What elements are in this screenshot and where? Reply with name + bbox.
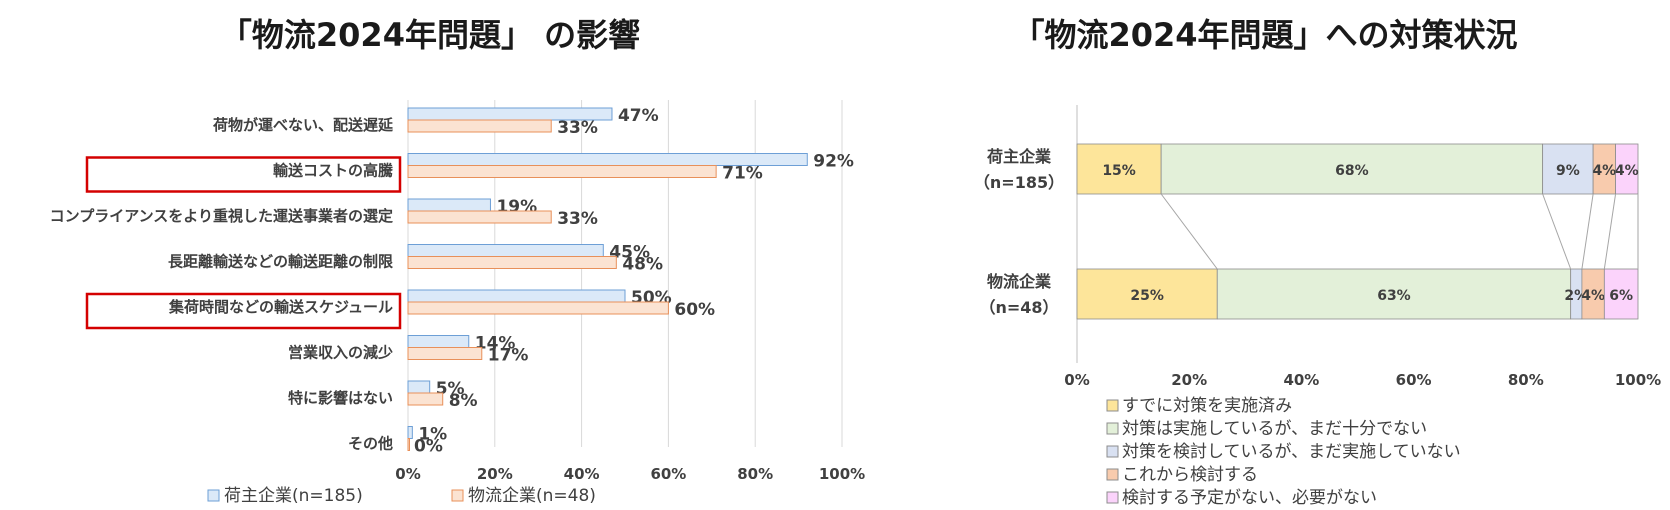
bar-shipper <box>407 198 491 212</box>
segment-value-label: 63% <box>1377 288 1411 304</box>
category-label: 輸送コストの高騰 <box>273 162 394 180</box>
segment-value-label: 68% <box>1335 163 1369 179</box>
legend-label: 対策は実施しているが、まだ十分でない <box>1122 419 1427 439</box>
bar-logistics <box>407 210 552 224</box>
x-tick-label: 80% <box>737 465 773 483</box>
category-label: その他 <box>348 435 393 453</box>
segment-value-label: 4% <box>1592 163 1616 179</box>
x-tick-label: 0% <box>395 465 420 483</box>
bar-shipper <box>407 380 431 394</box>
x-tick-label: 100% <box>1615 371 1661 389</box>
series-connector-line <box>1603 193 1617 270</box>
stacked-segment <box>1216 268 1572 320</box>
x-tick-label: 80% <box>1508 371 1544 389</box>
group-label: 荷主企業 <box>987 147 1052 166</box>
bar-value-label: 8% <box>449 391 478 411</box>
x-tick-label: 20% <box>1171 371 1207 389</box>
x-tick-label: 100% <box>819 465 865 483</box>
category-label: 荷物が運べない、配送遅延 <box>213 116 394 134</box>
series-connector-line <box>1581 193 1594 270</box>
bar-value-label: 92% <box>813 152 854 172</box>
legend-swatch <box>1106 468 1119 481</box>
bar-value-label: 60% <box>674 300 715 320</box>
right-chart-title: 「物流2024年問題」への対策状況 <box>1012 16 1518 54</box>
bar-value-label: 48% <box>622 255 663 275</box>
bar-value-label: 47% <box>618 106 659 126</box>
legend-swatch <box>1106 422 1119 435</box>
bar-value-label: 14% <box>475 334 516 354</box>
series-connector-line <box>1160 193 1218 270</box>
bar-shipper <box>407 289 626 303</box>
bar-value-label: 71% <box>722 164 763 184</box>
bar-logistics <box>407 119 552 133</box>
x-tick-label: 60% <box>650 465 686 483</box>
stacked-segment <box>1076 143 1162 195</box>
bar-value-label: 33% <box>557 118 598 138</box>
legend-label: 対策を検討しているが、まだ実施していない <box>1122 442 1461 462</box>
legend-swatch <box>1106 445 1119 458</box>
x-tick-label: 40% <box>1283 371 1319 389</box>
category-label: 長距離輸送などの輸送距離の制限 <box>168 253 393 271</box>
stacked-segment <box>1603 268 1639 320</box>
highlight-box <box>85 156 402 193</box>
bar-logistics <box>407 392 444 406</box>
segment-value-label: 15% <box>1102 163 1136 179</box>
group-label-n: （n=48） <box>979 298 1058 317</box>
legend-label: すでに対策を実施済み <box>1122 396 1292 416</box>
bar-shipper <box>407 335 470 348</box>
stacked-segment <box>1160 143 1544 195</box>
stacked-segment <box>1542 143 1594 195</box>
segment-value-label: 9% <box>1556 163 1580 179</box>
stacked-segment <box>1615 143 1639 195</box>
bar-value-label: 0% <box>414 437 443 457</box>
legend-swatch <box>1106 491 1119 504</box>
legend-label: 検討する予定がない、必要がない <box>1122 488 1377 508</box>
group-label-n: （n=185） <box>974 173 1064 192</box>
legend-label: 荷主企業(n=185) <box>224 486 363 506</box>
category-label: コンプライアンスをより重視した運送事業者の選定 <box>50 207 393 225</box>
bar-value-label: 1% <box>418 425 447 445</box>
legend-label: 物流企業(n=48) <box>468 486 596 506</box>
series-connector-line <box>1542 193 1572 270</box>
x-tick-label: 40% <box>564 465 600 483</box>
left-chart-title: 「物流2024年問題」 の影響 <box>219 16 641 54</box>
x-tick-label: 0% <box>1064 371 1089 389</box>
bar-shipper <box>407 426 413 439</box>
stacked-segment <box>1076 268 1218 320</box>
bar-logistics <box>407 347 483 360</box>
legend-swatch <box>207 489 220 502</box>
category-label: 集荷時間などの輸送スケジュール <box>168 298 393 316</box>
segment-value-label: 4% <box>1615 163 1639 179</box>
highlight-box <box>85 292 402 330</box>
bar-value-label: 45% <box>609 243 650 263</box>
category-label: 営業収入の減少 <box>288 344 393 362</box>
legend-swatch <box>451 489 464 502</box>
bar-shipper <box>407 244 604 257</box>
x-tick-label: 60% <box>1396 371 1432 389</box>
x-tick-label: 20% <box>477 465 513 483</box>
bar-logistics <box>407 165 717 178</box>
category-label: 特に影響はない <box>288 389 393 407</box>
bar-value-label: 33% <box>557 209 598 229</box>
segment-value-label: 6% <box>1609 288 1633 304</box>
bar-logistics <box>407 438 410 451</box>
bar-logistics <box>407 301 669 315</box>
bar-value-label: 17% <box>488 346 529 366</box>
legend-swatch <box>1106 399 1119 412</box>
bar-logistics <box>407 256 617 269</box>
group-label: 物流企業 <box>987 272 1052 291</box>
legend-label: これから検討する <box>1122 465 1258 485</box>
segment-value-label: 25% <box>1130 288 1164 304</box>
segment-value-label: 4% <box>1581 288 1605 304</box>
